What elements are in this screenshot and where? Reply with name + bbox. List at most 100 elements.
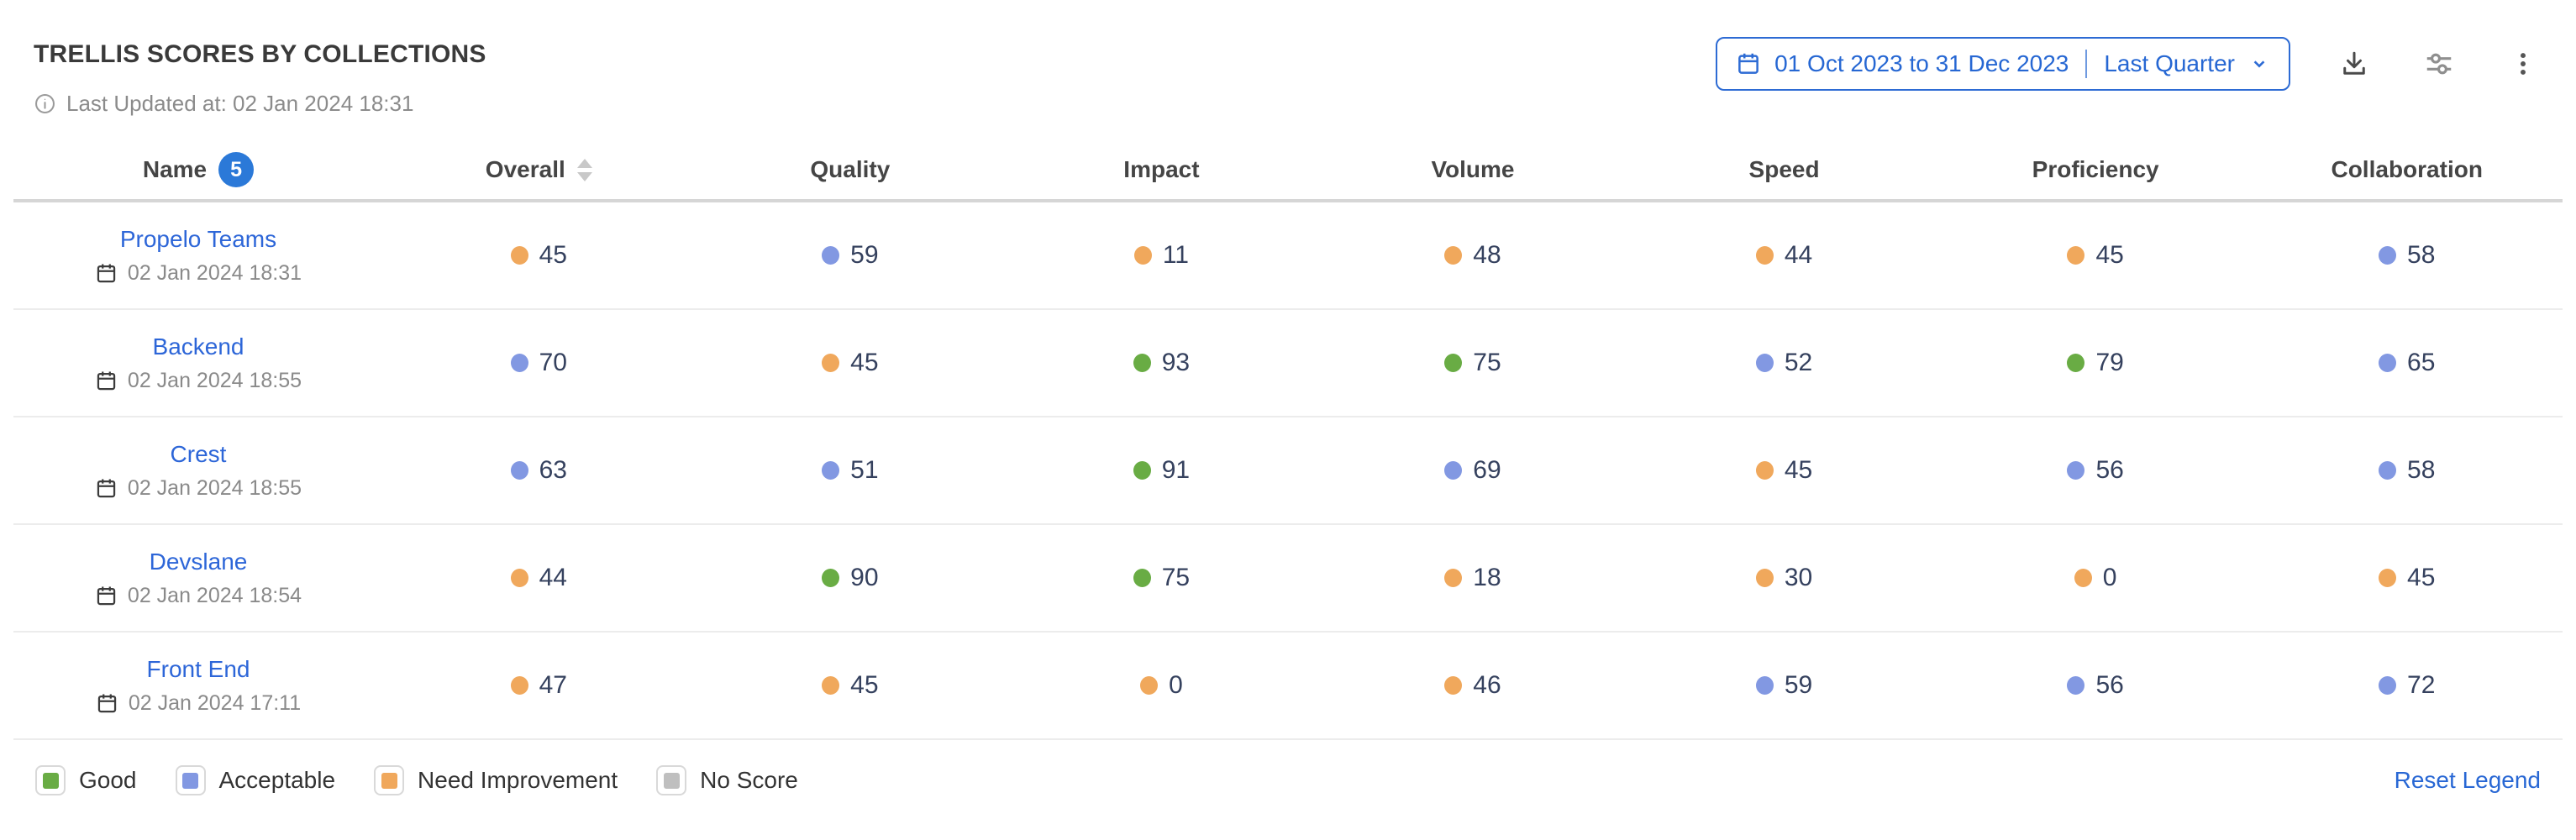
score-cell-collaboration: 72: [2251, 671, 2563, 700]
table-row: Front End 02 Jan 2024 17:11 47 45 0 46 59 56 72: [13, 633, 2563, 740]
score-value: 0: [1169, 671, 1183, 699]
score-value: 47: [539, 671, 567, 699]
score-value: 69: [1473, 456, 1501, 484]
sort-asc-icon: [576, 158, 592, 168]
score-value: 63: [539, 456, 567, 484]
download-icon: [2339, 49, 2369, 79]
score-value: 75: [1161, 564, 1191, 591]
date-range-picker[interactable]: 01 Oct 2023 to 31 Dec 2023 Last Quarter: [1716, 37, 2290, 91]
legend-swatch: [182, 772, 198, 789]
score-dot-need-improvement: [822, 676, 840, 695]
sort-toggle[interactable]: [576, 158, 592, 181]
score-dot-acceptable: [1444, 461, 1463, 480]
score-value: 58: [2407, 241, 2436, 269]
reset-legend-link[interactable]: Reset Legend: [2394, 767, 2541, 793]
score-dot-need-improvement: [1444, 569, 1463, 587]
filter-settings-button[interactable]: [2418, 43, 2460, 85]
name-cell: Crest 02 Jan 2024 18:55: [13, 441, 383, 501]
score-cell-overall: 47: [383, 671, 695, 700]
score-value: 30: [1784, 564, 1813, 591]
header-actions: 01 Oct 2023 to 31 Dec 2023 Last Quarter: [1716, 29, 2542, 91]
legend-swatch: [381, 772, 397, 789]
score-cell-impact: 0: [1006, 671, 1317, 700]
score-dot-acceptable: [1755, 354, 1774, 372]
row-date-text: 02 Jan 2024 18:31: [127, 260, 302, 285]
score-dot-need-improvement: [510, 569, 528, 587]
score-cell-impact: 75: [1006, 564, 1317, 592]
score-cell-proficiency: 56: [1940, 456, 2252, 485]
score-cell-quality: 90: [695, 564, 1007, 592]
score-value: 56: [2095, 671, 2124, 699]
legend-swatch-box: [175, 765, 206, 795]
collection-name-link[interactable]: Backend: [152, 333, 244, 360]
score-dot-need-improvement: [1755, 246, 1774, 265]
score-value: 18: [1473, 564, 1501, 591]
score-cell-volume: 18: [1317, 564, 1629, 592]
legend-label: Acceptable: [218, 767, 336, 793]
calendar-icon: [96, 692, 118, 715]
row-date-text: 02 Jan 2024 18:55: [127, 475, 302, 500]
score-value: 45: [850, 349, 879, 376]
calendar-icon: [1736, 51, 1761, 76]
score-dot-need-improvement: [510, 676, 528, 695]
score-dot-good: [1133, 461, 1151, 480]
score-dot-need-improvement: [2379, 569, 2397, 587]
score-dot-need-improvement: [1140, 676, 1159, 695]
date-preset-text: Last Quarter: [2104, 50, 2235, 76]
score-legend: Good Acceptable Need Improvement No Score R…: [0, 765, 2576, 795]
legend-label: No Score: [700, 767, 798, 793]
row-date-text: 02 Jan 2024 18:54: [127, 583, 302, 607]
score-cell-speed: 30: [1628, 564, 1940, 592]
score-value: 79: [2095, 349, 2124, 376]
score-value: 91: [1161, 456, 1191, 484]
legend-item-good[interactable]: Good: [35, 765, 137, 795]
column-label: Volume: [1431, 156, 1515, 182]
score-value: 52: [1784, 349, 1813, 376]
score-value: 44: [1784, 241, 1813, 269]
score-dot-acceptable: [2379, 676, 2397, 695]
score-value: 65: [2407, 349, 2436, 376]
last-updated-text: Last Updated at: 02 Jan 2024 18:31: [66, 91, 414, 116]
column-label: Impact: [1123, 156, 1200, 182]
more-menu-button[interactable]: [2504, 45, 2542, 83]
table-header-row: Name 5 Overall Quality Impact Volume Spe…: [13, 140, 2563, 202]
legend-item-need-improvement[interactable]: Need Improvement: [374, 765, 618, 795]
scores-table: Name 5 Overall Quality Impact Volume Spe…: [13, 140, 2563, 740]
legend-swatch-box: [374, 765, 405, 795]
table-row: Backend 02 Jan 2024 18:55 70 45 93 75 52 79 65: [13, 310, 2563, 417]
info-icon: [34, 92, 56, 115]
legend-item-no-score[interactable]: No Score: [656, 765, 798, 795]
column-label: Speed: [1748, 156, 1820, 182]
score-dot-need-improvement: [1444, 676, 1463, 695]
row-updated-date: 02 Jan 2024 17:11: [96, 691, 301, 716]
collection-name-link[interactable]: Front End: [146, 655, 250, 682]
score-value: 75: [1473, 349, 1501, 376]
calendar-icon: [95, 477, 118, 500]
legend-item-acceptable[interactable]: Acceptable: [175, 765, 336, 795]
collection-name-link[interactable]: Crest: [170, 440, 227, 467]
score-cell-collaboration: 58: [2251, 456, 2563, 485]
collection-name-link[interactable]: Propelo Teams: [119, 225, 277, 252]
score-dot-good: [2067, 354, 2085, 372]
column-label: Name: [142, 156, 208, 182]
score-value: 48: [1473, 241, 1501, 269]
score-cell-impact: 11: [1006, 241, 1317, 270]
score-dot-need-improvement: [822, 354, 840, 372]
score-dot-good: [1133, 569, 1151, 587]
sliders-icon: [2423, 48, 2455, 80]
score-cell-overall: 44: [383, 564, 695, 592]
score-cell-collaboration: 45: [2251, 564, 2563, 592]
score-value: 0: [2102, 564, 2117, 591]
row-date-text: 02 Jan 2024 17:11: [128, 690, 302, 715]
score-dot-acceptable: [2067, 676, 2085, 695]
score-cell-speed: 59: [1628, 671, 1940, 700]
row-updated-date: 02 Jan 2024 18:55: [95, 476, 302, 501]
score-cell-impact: 93: [1006, 349, 1317, 377]
calendar-icon: [95, 585, 118, 607]
score-dot-good: [1444, 354, 1463, 372]
collection-name-link[interactable]: Devslane: [149, 548, 248, 575]
score-dot-acceptable: [2379, 246, 2397, 265]
score-value: 56: [2095, 456, 2124, 484]
download-button[interactable]: [2334, 44, 2374, 84]
